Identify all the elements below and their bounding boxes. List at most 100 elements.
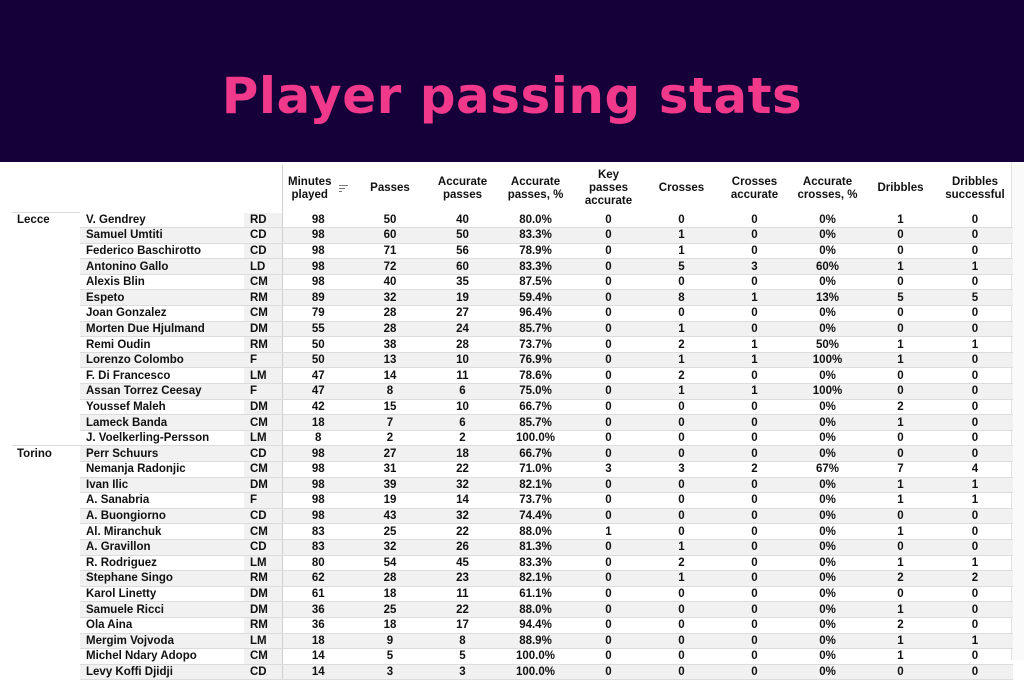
dribbles-successful: 0 [937,539,1013,556]
passes: 60 [354,227,426,244]
team-cell [12,228,80,244]
crosses: 2 [645,367,718,385]
accurate-passes-pct: 100.0% [499,664,572,681]
sort-descending-icon[interactable] [339,184,349,193]
team-cell [12,321,80,337]
dribbles: 7 [864,461,937,478]
header-accurate-passes[interactable]: Accurate passes [437,175,488,201]
header-accurate-passes-pct[interactable]: Accurate passes, % [507,175,564,201]
accurate-passes: 56 [426,243,499,260]
dribbles-successful: 0 [937,414,1013,431]
dribbles-successful: 2 [937,570,1013,587]
dribbles: 1 [864,414,937,431]
passes: 50 [354,212,426,229]
key-passes-accurate: 0 [572,477,645,494]
accurate-passes: 24 [426,321,499,338]
crosses-accurate: 0 [718,305,791,322]
key-passes-accurate: 0 [572,336,645,353]
minutes-played: 62 [282,570,354,587]
header-passes[interactable]: Passes [370,182,410,195]
player-name: Assan Torrez Ceesay [80,383,244,400]
header-team [12,165,80,213]
accurate-passes-pct: 80.0% [499,212,572,229]
crosses-accurate: 0 [718,227,791,244]
dribbles-successful: 0 [937,648,1013,665]
key-passes-accurate: 0 [572,617,645,634]
minutes-played: 83 [282,539,354,556]
team-cell [12,539,80,555]
player-name: Espeto [80,289,244,307]
accurate-crosses-pct: 0% [791,445,864,462]
accurate-passes-pct: 78.9% [499,243,572,260]
accurate-crosses-pct: 0% [791,367,864,385]
accurate-crosses-pct: 0% [791,305,864,322]
team-cell [12,664,80,680]
team-cell [12,524,80,540]
passes: 28 [354,305,426,322]
dribbles: 2 [864,617,937,634]
dribbles-successful: 0 [937,508,1013,525]
header-accurate-crosses-pct[interactable]: Accurate crosses, % [797,175,858,201]
position: CD [244,664,283,681]
minutes-played: 14 [282,664,354,681]
team-cell [12,352,80,368]
accurate-passes: 23 [426,570,499,587]
table-row: Samuel Umtiti CD 98 60 50 83.3% 0 1 0 0% 0 0 [12,227,1013,244]
position: CM [244,305,283,322]
header-minutes-played[interactable]: Minutes played [281,165,354,213]
dribbles: 1 [864,352,937,369]
passes: 31 [354,461,426,478]
accurate-passes: 10 [426,352,499,369]
crosses-accurate: 0 [718,633,791,650]
dribbles: 5 [864,289,937,307]
position: DM [244,477,283,494]
passes: 25 [354,523,426,540]
header-crosses-accurate[interactable]: Crosses accurate [730,175,779,201]
crosses: 5 [645,258,718,275]
dribbles: 1 [864,336,937,353]
key-passes-accurate: 0 [572,508,645,525]
crosses-accurate: 0 [718,617,791,634]
header-dribbles-successful[interactable]: Dribbles successful [945,175,1005,201]
accurate-passes-pct: 78.6% [499,367,572,385]
crosses-accurate: 0 [718,539,791,556]
dribbles-successful: 0 [937,212,1013,229]
minutes-played: 89 [282,289,354,307]
passes: 32 [354,289,426,307]
passes: 28 [354,570,426,587]
accurate-passes-pct: 83.3% [499,227,572,244]
accurate-crosses-pct: 0% [791,492,864,509]
accurate-passes: 8 [426,633,499,650]
player-name: Youssef Maleh [80,399,244,416]
accurate-passes-pct: 71.0% [499,461,572,478]
key-passes-accurate: 1 [572,523,645,540]
player-name: A. Sanabria [80,492,244,509]
player-name: Nemanja Radonjic [80,461,244,478]
passes: 19 [354,492,426,509]
accurate-passes-pct: 83.3% [499,555,572,572]
crosses: 8 [645,289,718,307]
passes: 25 [354,601,426,618]
key-passes-accurate: 0 [572,430,645,447]
team-cell [12,259,80,275]
passes: 38 [354,336,426,353]
key-passes-accurate: 0 [572,570,645,587]
header-position [244,165,282,213]
accurate-crosses-pct: 0% [791,243,864,260]
header-key-passes-accurate[interactable]: Key passes accurate [584,169,633,208]
header-dribbles[interactable]: Dribbles [877,182,924,195]
player-name: Federico Baschirotto [80,243,244,260]
crosses-accurate: 2 [718,461,791,478]
crosses-accurate: 0 [718,523,791,540]
dribbles-successful: 4 [937,461,1013,478]
dribbles: 0 [864,539,937,556]
team-cell [12,415,80,431]
table-row: Alexis Blin CM 98 40 35 87.5% 0 0 0 0% 0 0 [12,274,1013,291]
header-crosses[interactable]: Crosses [658,182,705,195]
accurate-passes: 32 [426,508,499,525]
dribbles-successful: 1 [937,336,1013,353]
dribbles: 0 [864,227,937,244]
crosses-accurate: 3 [718,258,791,275]
accurate-crosses-pct: 0% [791,399,864,416]
table-row: A. Sanabria F 98 19 14 73.7% 0 0 0 0% 1 1 [12,492,1013,509]
